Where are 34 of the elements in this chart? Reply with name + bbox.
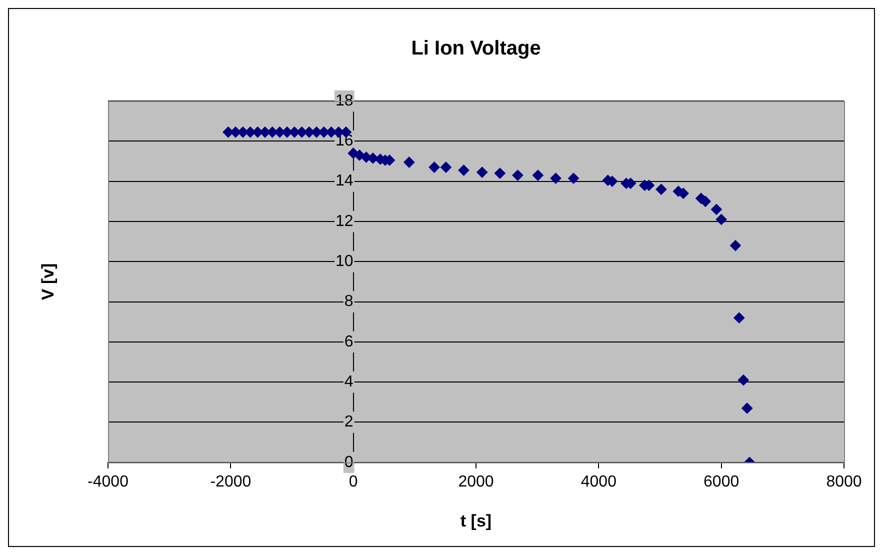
x-tick-label: -2000 xyxy=(210,473,252,490)
point xyxy=(710,204,722,215)
x-tick-label: 6000 xyxy=(704,473,740,490)
y-axis-title: V [v] xyxy=(38,263,58,300)
y-tick-label: 0 xyxy=(344,454,354,471)
point xyxy=(494,168,506,179)
point xyxy=(656,184,667,195)
y-tick-label: 6 xyxy=(344,333,354,350)
x-axis-title: t [s] xyxy=(460,511,492,530)
y-tick-label: 10 xyxy=(336,253,354,270)
point xyxy=(440,162,452,173)
y-tick-label: 12 xyxy=(336,212,354,230)
point xyxy=(458,164,470,176)
y-tick-label: 4 xyxy=(344,373,354,390)
point xyxy=(532,170,544,181)
x-tick-label: 2000 xyxy=(458,473,494,490)
y-tick-label: 8 xyxy=(344,293,354,310)
point xyxy=(476,166,488,178)
point xyxy=(730,240,741,252)
chart-title: Li Ion Voltage xyxy=(411,38,541,60)
point xyxy=(738,374,749,386)
x-tick-label: 8000 xyxy=(826,473,862,490)
point xyxy=(428,162,440,173)
x-tick-label: -4000 xyxy=(88,473,129,490)
point xyxy=(716,214,727,225)
point xyxy=(550,172,562,184)
y-tick-label: 2 xyxy=(344,414,354,431)
point xyxy=(404,156,415,168)
point xyxy=(742,402,753,414)
point xyxy=(568,172,580,184)
x-tick-label: 4000 xyxy=(580,473,617,490)
y-tick-label: 14 xyxy=(336,172,354,190)
point xyxy=(734,312,745,324)
point xyxy=(512,170,524,181)
